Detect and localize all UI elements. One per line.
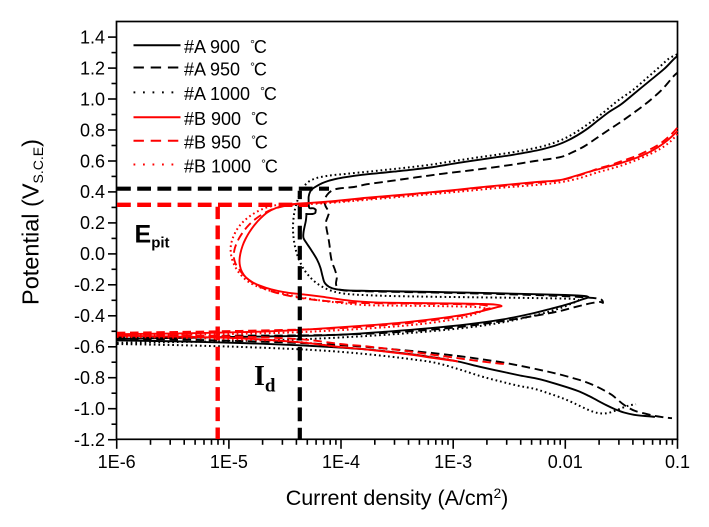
svg-text:#A 950 °C: #A 950 °C [184, 59, 267, 79]
svg-text:1.0: 1.0 [80, 89, 105, 109]
svg-text:#B 900 °C: #B 900 °C [184, 109, 268, 129]
svg-text:#B 950 °C: #B 950 °C [184, 133, 268, 153]
svg-text:0.6: 0.6 [80, 151, 105, 171]
svg-text:-1.0: -1.0 [74, 399, 105, 419]
svg-text:1E-6: 1E-6 [98, 452, 136, 472]
svg-text:0.01: 0.01 [548, 452, 583, 472]
svg-text:0.8: 0.8 [80, 120, 105, 140]
svg-text:1E-3: 1E-3 [434, 452, 472, 472]
svg-text:1E-4: 1E-4 [322, 452, 360, 472]
svg-text:1.4: 1.4 [80, 27, 105, 47]
svg-text:Current density (A/cm2): Current density (A/cm2) [286, 486, 509, 510]
svg-text:#A 1000 °C: #A 1000 °C [184, 84, 277, 104]
svg-text:0.2: 0.2 [80, 213, 105, 233]
svg-text:1E-5: 1E-5 [210, 452, 248, 472]
svg-text:-0.8: -0.8 [74, 368, 105, 388]
svg-text:1.2: 1.2 [80, 58, 105, 78]
svg-text:-0.2: -0.2 [74, 275, 105, 295]
svg-text:0.1: 0.1 [665, 452, 690, 472]
svg-text:#B 1000 °C: #B 1000 °C [184, 156, 278, 176]
svg-text:#A 900 °C: #A 900 °C [184, 37, 267, 57]
svg-text:0.4: 0.4 [80, 182, 105, 202]
svg-text:-0.6: -0.6 [74, 337, 105, 357]
svg-text:0.0: 0.0 [80, 244, 105, 264]
svg-text:-1.2: -1.2 [74, 430, 105, 450]
svg-text:-0.4: -0.4 [74, 306, 105, 326]
